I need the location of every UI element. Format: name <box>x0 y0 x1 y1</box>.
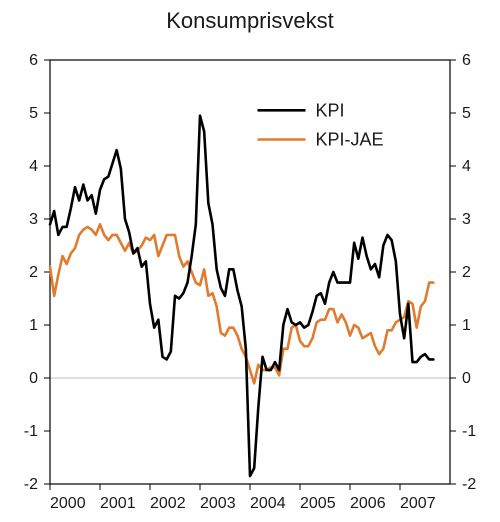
y-tick-label-right: 1 <box>462 317 471 334</box>
y-tick-label-right: 3 <box>462 211 471 228</box>
x-tick-label: 2003 <box>200 495 236 512</box>
y-tick-label-right: 4 <box>462 158 471 175</box>
x-tick-label: 2001 <box>100 495 136 512</box>
legend-label: KPI <box>316 100 345 120</box>
x-tick-label: 2006 <box>350 495 386 512</box>
y-tick-label: 4 <box>29 158 38 175</box>
y-tick-label: -1 <box>24 423 38 440</box>
y-tick-label: 1 <box>29 317 38 334</box>
y-axis: -2 -2 -1 -1 0 0 1 1 2 2 3 3 4 4 5 5 6 6 <box>24 52 477 493</box>
series-kpi <box>50 116 433 476</box>
plot-frame <box>50 60 450 484</box>
x-tick-label: 2007 <box>400 495 436 512</box>
y-tick-label: 3 <box>29 211 38 228</box>
y-tick-label-right: 0 <box>462 370 471 387</box>
legend: KPI KPI-JAE <box>258 100 384 149</box>
y-tick-label: -2 <box>24 476 38 493</box>
line-chart: -2-2-1-100112233445566200020012002200320… <box>0 40 500 522</box>
y-tick-label-right: -2 <box>462 476 476 493</box>
x-tick-label: 2002 <box>150 495 186 512</box>
y-tick-label: 0 <box>29 370 38 387</box>
y-tick-label: 5 <box>29 105 38 122</box>
x-tick-label: 2000 <box>50 495 86 512</box>
y-tick-label-right: 5 <box>462 105 471 122</box>
y-tick-label-right: 6 <box>462 52 471 69</box>
x-tick-label: 2005 <box>300 495 336 512</box>
x-tick-label: 2004 <box>250 495 286 512</box>
chart-title: Konsumprisvekst <box>0 8 500 34</box>
y-tick-label: 6 <box>29 52 38 69</box>
y-tick-label-right: -1 <box>462 423 476 440</box>
y-tick-label-right: 2 <box>462 264 471 281</box>
x-axis: 2000 2001 2002 2003 2004 2005 2006 2007 <box>50 484 436 512</box>
legend-label: KPI-JAE <box>316 130 384 150</box>
y-tick-label: 2 <box>29 264 38 281</box>
